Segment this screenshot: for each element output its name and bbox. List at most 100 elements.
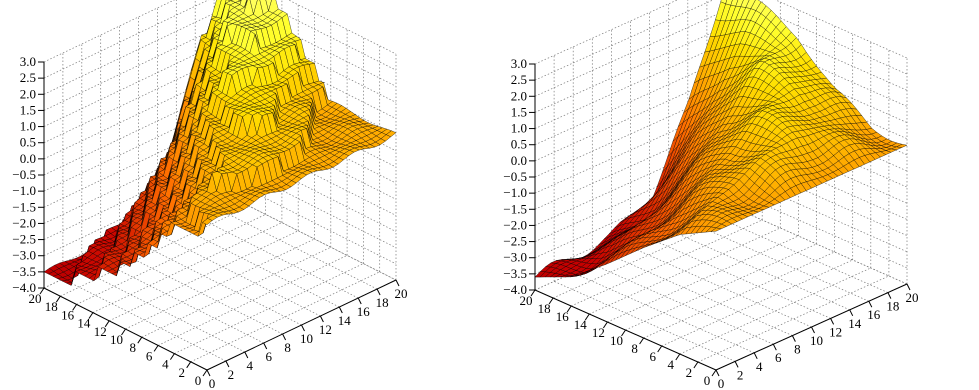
z-tick-label: 2.0 [20, 86, 36, 101]
x-tick-label: 16 [867, 307, 881, 322]
y-tick [675, 353, 681, 361]
y-tick-label: 4 [668, 357, 675, 372]
x-tick [849, 309, 854, 317]
z-tick-label: 3.0 [20, 54, 36, 69]
y-tick [657, 345, 663, 353]
y-tick-label: 2 [178, 365, 185, 380]
surface-patch [265, 0, 272, 12]
z-tick-label: −0.5 [12, 167, 36, 182]
surface-patch [735, 0, 744, 7]
y-tick [121, 328, 126, 336]
x-tick [357, 297, 362, 305]
x-tick-label: 6 [775, 350, 782, 365]
surface-patch [239, 0, 247, 8]
x-tick-label: 0 [718, 376, 725, 390]
side-wall-gridline [232, 181, 397, 265]
floor-gridline [176, 224, 340, 308]
x-tick [225, 360, 230, 368]
x-tick-label: 4 [247, 358, 254, 373]
z-tick-label: −2.0 [503, 217, 527, 232]
side-wall-gridline [255, 0, 397, 71]
x-tick [301, 324, 305, 332]
floor-gridline [649, 238, 831, 319]
y-tick-label: 18 [538, 301, 551, 316]
z-tick-label: −4.0 [503, 282, 527, 297]
surface-patch [725, 0, 733, 6]
y-tick-label: 8 [631, 341, 638, 356]
z-axis-ticks: −4.0−3.5−3.0−2.5−2.0−1.5−1.0−0.50.00.51.… [503, 56, 535, 297]
floor-gridline [643, 251, 835, 339]
surface-patch [244, 0, 248, 8]
floor-gridline [553, 281, 736, 362]
y-tick-label: 20 [29, 291, 42, 306]
floor-gridline [100, 260, 264, 344]
floor-gridline [592, 263, 774, 345]
z-tick-label: −3.5 [12, 264, 36, 279]
y-tick [55, 295, 61, 303]
x-tick [887, 292, 892, 299]
x-tick-label: 10 [810, 333, 823, 348]
z-axis-ticks: −4.0−3.5−3.0−2.5−2.0−1.5−1.0−0.50.00.51.… [12, 54, 44, 295]
y-tick [153, 345, 159, 352]
x-tick-label: 14 [848, 316, 862, 331]
z-tick-label: −3.0 [503, 250, 527, 265]
surface-patch [240, 0, 242, 1]
side-wall-gridline [774, 0, 908, 59]
x-tick-label: 16 [357, 304, 371, 319]
x-tick-label: 8 [284, 340, 291, 355]
z-tick-label: −3.0 [12, 248, 36, 263]
y-tick-label: 6 [649, 349, 656, 364]
z-tick-label: −1.5 [503, 201, 527, 216]
x-tick [811, 326, 815, 334]
surface-plot-left-svg: −4.0−3.5−3.0−2.5−2.0−1.5−1.0−0.50.00.51.… [12, 0, 408, 390]
surface-patch [740, 0, 750, 8]
z-tick-label: 0.5 [511, 137, 527, 152]
z-tick-label: 2.0 [511, 88, 527, 103]
y-tick-label: 8 [130, 340, 137, 355]
y-tick-label: 10 [110, 332, 123, 347]
z-tick-label: −2.5 [503, 234, 527, 249]
surface-patch [385, 130, 397, 138]
z-tick-label: −1.5 [12, 199, 36, 214]
y-tick-label: 4 [162, 357, 169, 372]
floor-gridline [81, 269, 245, 353]
surface-plot-left: −4.0 −3.5 −3.0 −2.5 −2.0 −1.5 −1.0 −0.5 0.0 0.5 1.… [0, 0, 489, 390]
x-tick [791, 335, 796, 342]
surface [534, 0, 908, 278]
x-tick-label: 4 [756, 359, 763, 374]
floor-gridline [611, 255, 793, 336]
y-tick-label: 0 [704, 373, 711, 388]
x-tick-label: 12 [829, 324, 842, 339]
floor-gridline [119, 251, 283, 335]
z-tick-label: 3.0 [511, 56, 527, 71]
surface [43, 0, 397, 286]
x-tick [753, 352, 758, 360]
z-tick-label: −4.0 [12, 280, 36, 295]
surface-patch [896, 144, 908, 148]
z-tick-label: −0.5 [503, 169, 527, 184]
y-tick [39, 287, 45, 295]
z-tick-label: 1.0 [511, 121, 527, 136]
floor-gridline [195, 215, 359, 299]
y-tick [104, 320, 110, 328]
side-wall-gridline [232, 133, 397, 216]
x-tick [244, 351, 249, 359]
y-tick-label: 12 [94, 324, 107, 339]
y-tick [584, 313, 590, 321]
x-tick-label: 20 [906, 290, 919, 305]
x-tick-label: 18 [886, 299, 899, 314]
y-tick [169, 353, 175, 360]
floor-gridline [213, 206, 378, 290]
z-tick-label: −3.5 [503, 266, 527, 281]
z-tick-label: 2.5 [511, 72, 527, 87]
surface-plot-right: −4.0 −3.5 −3.0 −2.5 −2.0 −1.5 −1.0 −0.5 0.0 0.5 1.… [489, 0, 978, 390]
x-tick-label: 14 [338, 313, 352, 328]
side-wall-gridline [232, 149, 397, 232]
side-wall-gridline [232, 20, 397, 103]
side-wall-gridline [287, 0, 397, 55]
x-tick-label: 12 [319, 322, 332, 337]
floor-gridline [62, 278, 227, 362]
x-tick-label: 20 [395, 286, 408, 301]
